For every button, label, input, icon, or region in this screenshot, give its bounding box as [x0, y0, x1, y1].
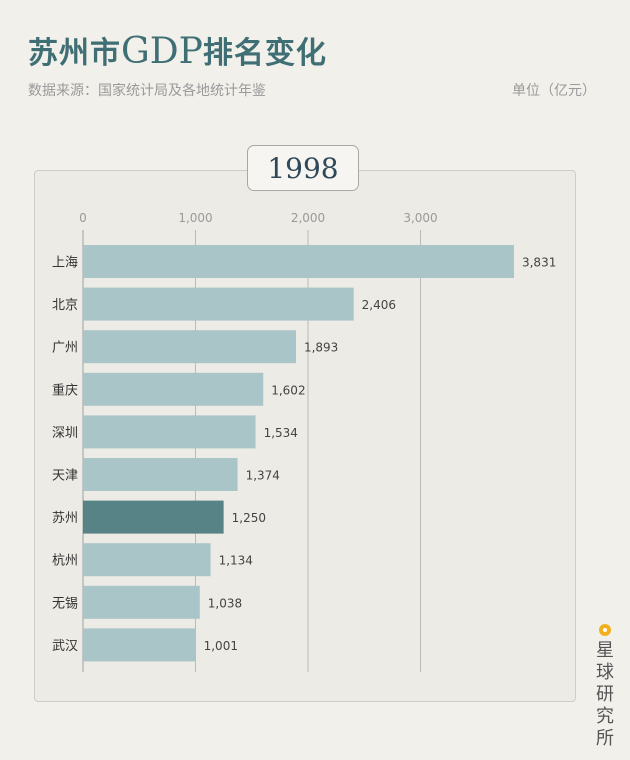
brand-logo-icon	[599, 624, 611, 636]
data-label: 1,893	[304, 341, 338, 355]
bar	[83, 245, 514, 278]
category-label: 广州	[52, 341, 78, 356]
bar	[83, 458, 238, 491]
data-label: 1,038	[208, 596, 242, 610]
year-label: 1998	[267, 151, 339, 185]
bar	[83, 287, 354, 321]
bar	[83, 500, 224, 534]
category-label: 苏州	[52, 510, 78, 526]
category-label: 重庆	[52, 382, 78, 398]
bar	[83, 543, 211, 577]
bar	[83, 585, 200, 619]
category-label: 天津	[52, 469, 78, 484]
data-label: 1,534	[264, 426, 298, 440]
bar	[83, 330, 296, 364]
bar	[83, 372, 264, 406]
category-label: 无锡	[52, 596, 78, 611]
category-label: 上海	[52, 256, 78, 271]
data-label: 1,134	[219, 554, 253, 568]
data-label: 3,831	[522, 256, 556, 270]
data-label: 1,250	[232, 511, 266, 525]
data-label: 1,602	[271, 383, 305, 397]
title-gdp: GDP	[121, 31, 203, 72]
year-badge: 1998	[247, 145, 359, 191]
data-source: 数据来源：国家统计局及各地统计年鉴	[28, 83, 266, 99]
brand-mark: 星球研究所	[593, 624, 617, 750]
bar	[83, 415, 256, 449]
brand-name: 星球研究所	[596, 640, 614, 749]
category-label: 武汉	[52, 639, 78, 654]
title-suffix: 排名变化	[202, 36, 327, 71]
category-label: 北京	[52, 298, 78, 313]
x-tick-label: 3,000	[403, 211, 437, 225]
x-tick-label: 1,000	[178, 211, 212, 225]
title-city: 苏州市	[28, 36, 121, 71]
data-label: 1,374	[246, 469, 280, 483]
x-tick-label: 0	[79, 211, 87, 225]
data-label: 2,406	[362, 298, 396, 312]
chart-title: 苏州市GDP排名变化	[28, 28, 327, 72]
x-tick-label: 2,000	[291, 211, 325, 225]
unit-label: 单位（亿元）	[512, 83, 596, 99]
bar	[83, 628, 196, 662]
category-label: 深圳	[52, 426, 78, 441]
category-label: 杭州	[52, 554, 78, 569]
data-label: 1,001	[204, 639, 238, 653]
